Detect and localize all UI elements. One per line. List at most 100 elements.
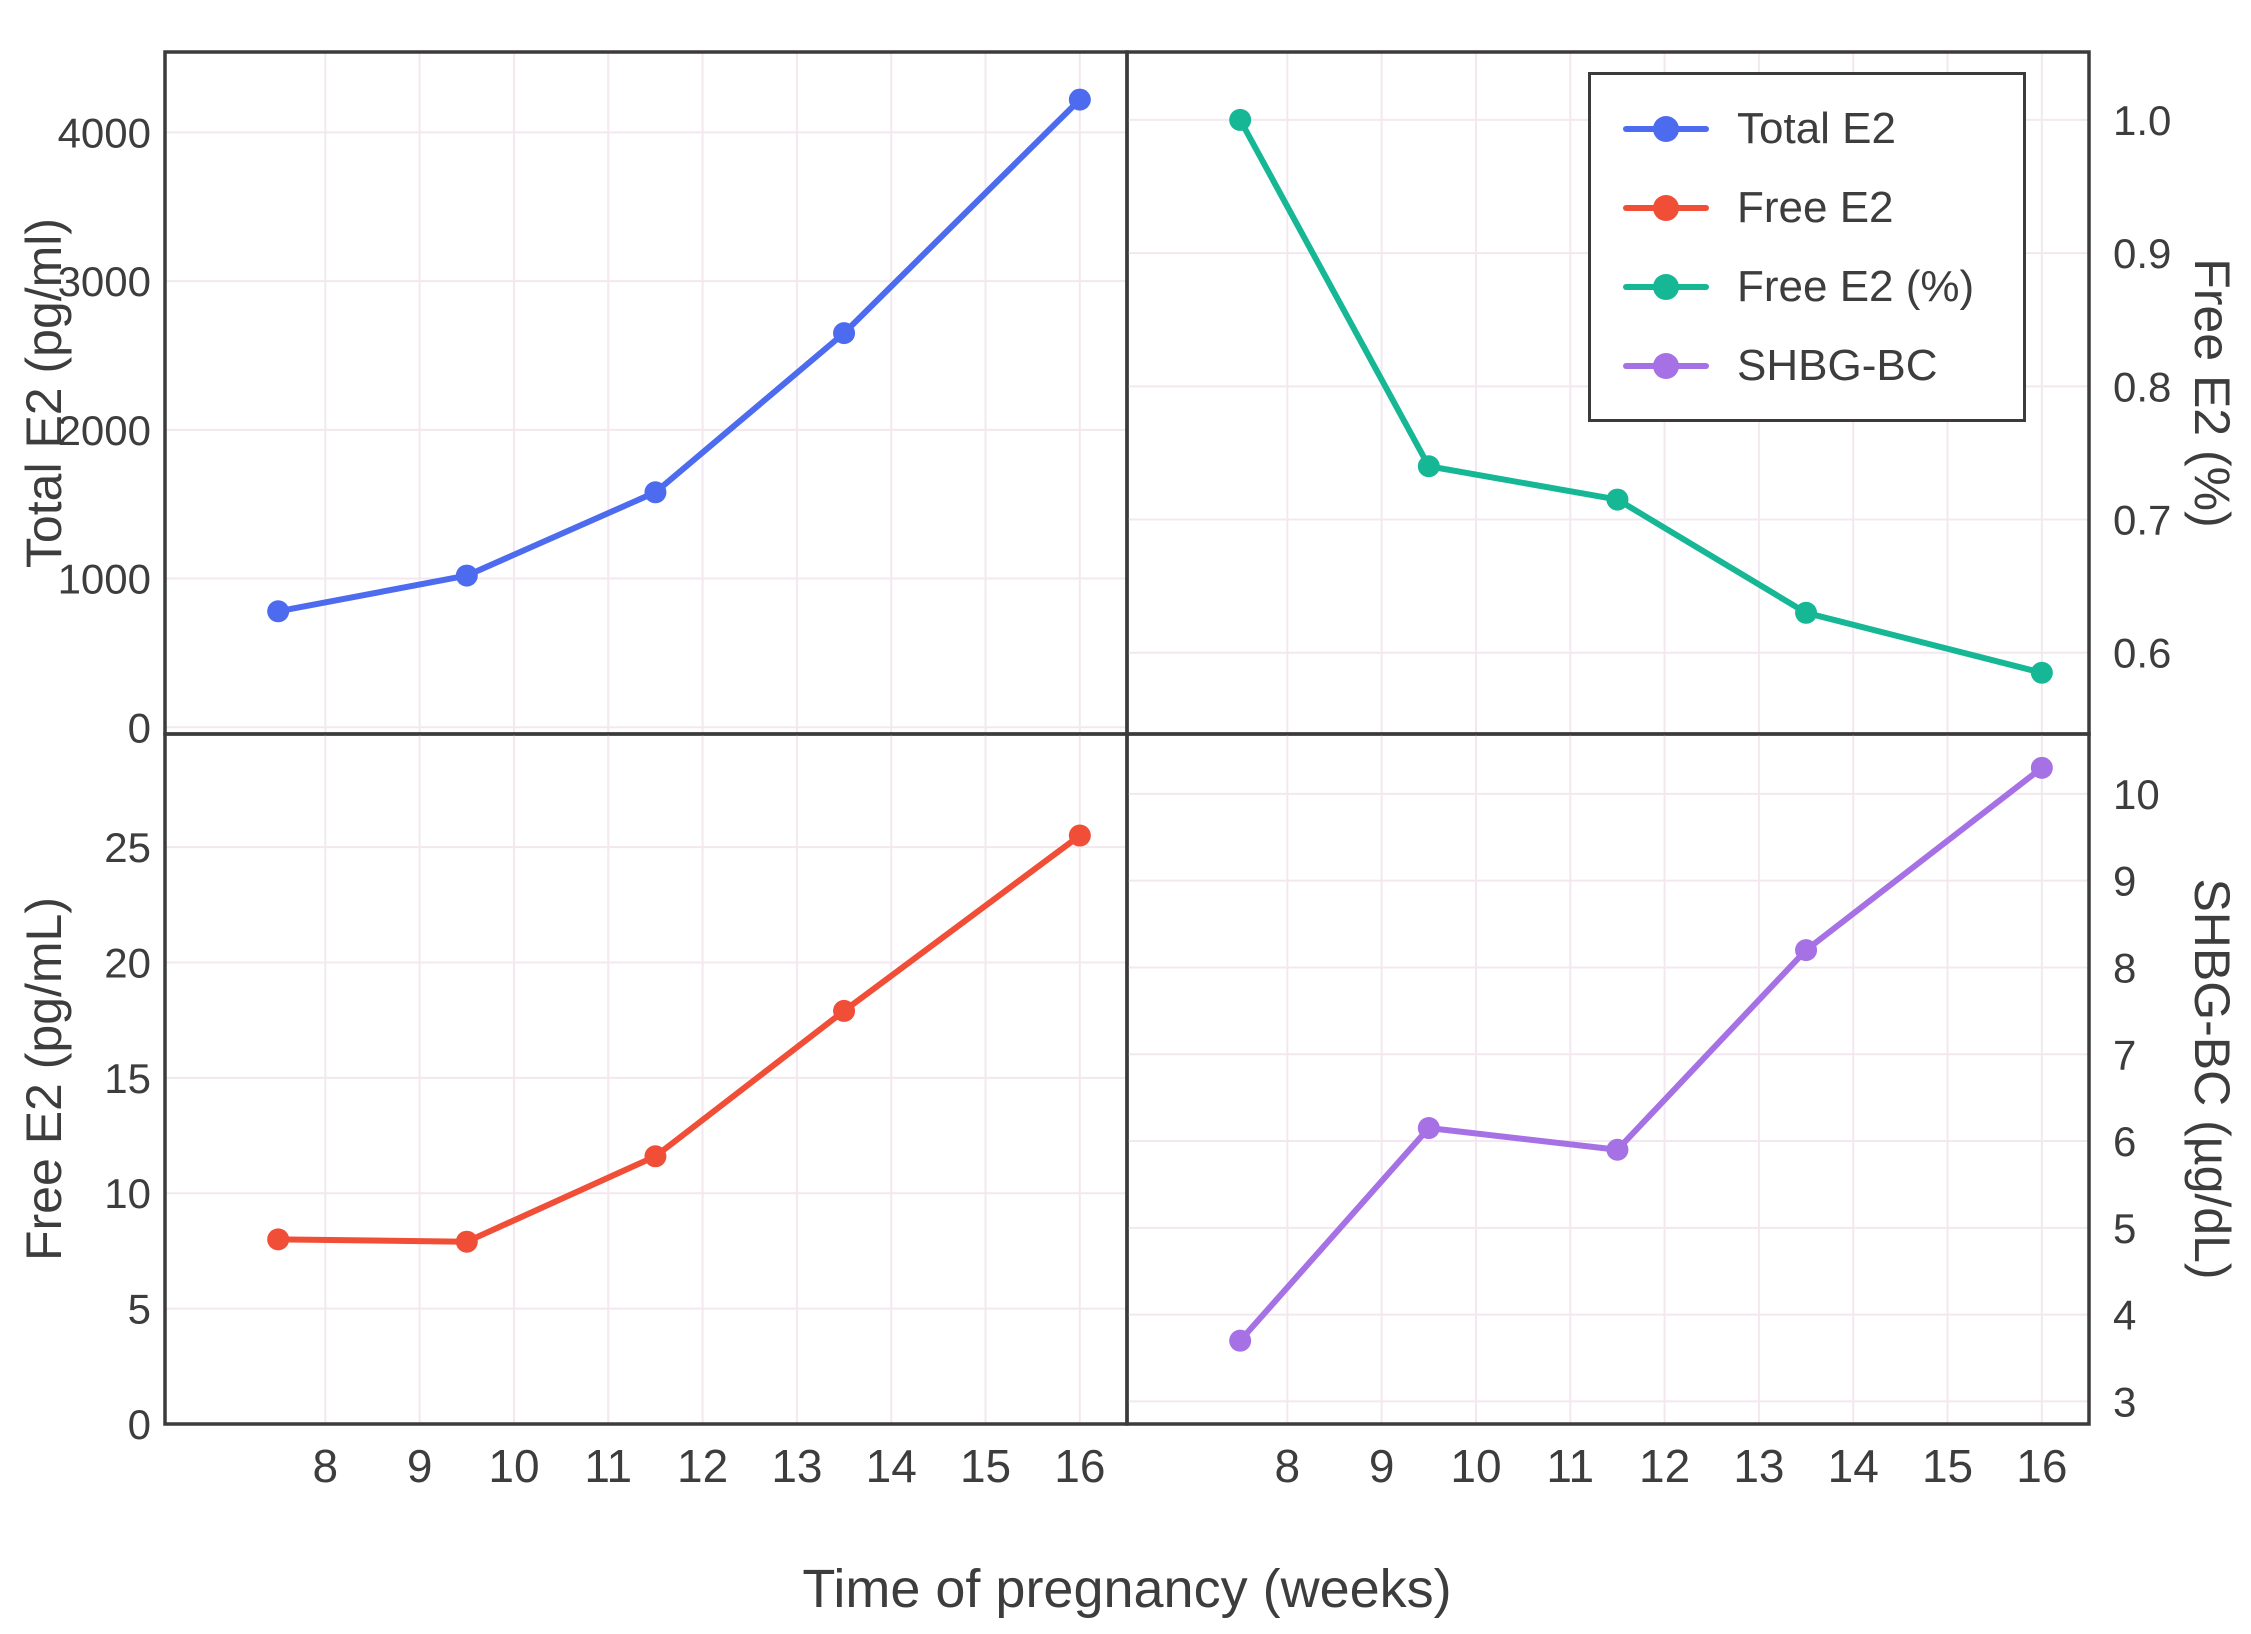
y-tick-label: 5 — [128, 1286, 151, 1333]
data-point-marker — [2030, 756, 2053, 779]
data-point-marker — [1068, 824, 1091, 847]
x-tick-label: 11 — [584, 1440, 632, 1492]
series-markers-total-e2 — [267, 88, 1091, 623]
y-axis-title-free-e2: Free E2 (pg/mL) — [16, 896, 72, 1262]
x-tick-label: 10 — [1450, 1440, 1501, 1492]
panel-border — [163, 50, 1129, 736]
x-tick-label: 16 — [1054, 1440, 1105, 1492]
y-tick-label: 3 — [2113, 1378, 2136, 1425]
data-point-marker — [833, 322, 856, 345]
line-dot-marker-icon — [1623, 273, 1709, 301]
y-axis-title-free-e2-pct: Free E2 (%) — [2184, 258, 2240, 528]
data-point-marker — [1417, 1117, 1440, 1140]
x-tick-label: 15 — [960, 1440, 1011, 1492]
data-point-marker — [1229, 1329, 1252, 1352]
data-point-marker — [1606, 488, 1629, 511]
series-markers-free-e2-pct — [1229, 108, 2053, 684]
x-tick-label: 13 — [1733, 1440, 1784, 1492]
panel-border — [1125, 732, 2091, 1426]
x-tick-label: 13 — [771, 1440, 822, 1492]
y-tick-labels-shbg-bc: 3 4 5 6 7 8 9 10 — [2113, 771, 2160, 1426]
series-line-total-e2 — [275, 96, 1083, 615]
gridlines — [165, 52, 1127, 734]
data-point-marker — [644, 481, 667, 504]
series-markers-shbg-bc — [1229, 756, 2053, 1352]
y-tick-label: 8 — [2113, 944, 2136, 991]
legend-item-total-e2: Total E2 — [1623, 104, 1991, 154]
legend: Total E2 Free E2 Free E2 (%) SHBG-BC — [1588, 72, 2026, 422]
y-tick-label: 20 — [104, 939, 151, 986]
y-tick-label: 0.7 — [2113, 497, 2171, 544]
line-dot-marker-icon — [1623, 194, 1709, 222]
line-dot-marker-icon — [1623, 352, 1709, 380]
x-tick-label: 11 — [1546, 1440, 1594, 1492]
y-tick-label: 3000 — [58, 258, 151, 305]
x-tick-label: 8 — [1275, 1440, 1301, 1492]
y-tick-labels-total-e2: 0 1000 2000 3000 4000 — [58, 109, 151, 751]
y-tick-label: 7 — [2113, 1031, 2136, 1078]
data-point-marker — [1795, 601, 1818, 624]
y-tick-label: 9 — [2113, 858, 2136, 905]
y-tick-label: 6 — [2113, 1118, 2136, 1165]
x-tick-label: 12 — [677, 1440, 728, 1492]
series-line-free-e2 — [275, 832, 1083, 1245]
x-tick-label: 9 — [407, 1440, 433, 1492]
data-point-marker — [1606, 1138, 1629, 1161]
data-point-marker — [1795, 939, 1818, 962]
y-axis-title-total-e2: Total E2 (pg/ml) — [16, 217, 72, 569]
x-tick-label: 15 — [1922, 1440, 1973, 1492]
data-point-marker — [1229, 108, 1252, 131]
y-tick-label: 10 — [104, 1170, 151, 1217]
data-point-marker — [267, 1228, 290, 1251]
x-tick-label: 16 — [2016, 1440, 2067, 1492]
panel-border — [163, 732, 1129, 1426]
gridlines — [165, 734, 1127, 1425]
y-tick-label: 0 — [128, 1401, 151, 1448]
x-axis-title: Time of pregnancy (weeks) — [802, 1559, 1452, 1619]
x-tick-labels: 8 9 10 11 12 13 14 15 16 8 9 10 11 12 13 14 15 16 — [313, 1440, 2068, 1492]
legend-label: Free E2 (%) — [1737, 261, 1975, 311]
x-tick-label: 10 — [488, 1440, 539, 1492]
y-tick-labels-free-e2: 0 5 10 15 20 25 — [104, 824, 151, 1448]
y-tick-label: 15 — [104, 1055, 151, 1102]
panel-shbg-bc: 3 4 5 6 7 8 9 10 — [1125, 732, 2160, 1426]
gridlines — [1127, 734, 2089, 1424]
y-tick-label: 2000 — [58, 407, 151, 454]
y-tick-label: 1000 — [58, 556, 151, 603]
data-point-marker — [833, 999, 856, 1022]
data-point-marker — [267, 600, 290, 623]
panel-total-e2: 0 1000 2000 3000 4000 — [58, 50, 1129, 751]
legend-item-shbg-bc: SHBG-BC — [1623, 341, 1991, 391]
y-tick-label: 0.6 — [2113, 630, 2171, 677]
y-tick-label: 0.8 — [2113, 363, 2171, 410]
y-tick-label: 5 — [2113, 1205, 2136, 1252]
y-tick-label: 0.9 — [2113, 230, 2171, 277]
legend-label: Free E2 — [1737, 182, 1894, 232]
y-tick-label: 0 — [128, 704, 151, 751]
data-point-marker — [644, 1145, 667, 1168]
y-tick-label: 10 — [2113, 771, 2160, 818]
y-tick-label: 1.0 — [2113, 97, 2171, 144]
x-tick-label: 8 — [313, 1440, 339, 1492]
panel-free-e2: 0 5 10 15 20 25 — [104, 732, 1129, 1448]
y-axis-title-shbg-bc: SHBG-BC (µg/dL) — [2184, 878, 2240, 1280]
y-tick-labels-free-e2-pct: 0.6 0.7 0.8 0.9 1.0 — [2113, 97, 2171, 677]
x-tick-label: 14 — [866, 1440, 917, 1492]
data-point-marker — [455, 1230, 478, 1253]
data-point-marker — [1068, 88, 1091, 111]
legend-label: Total E2 — [1737, 103, 1896, 153]
legend-item-free-e2: Free E2 — [1623, 183, 1991, 233]
data-point-marker — [455, 564, 478, 587]
series-markers-free-e2 — [267, 824, 1091, 1253]
data-point-marker — [1417, 455, 1440, 478]
x-tick-label: 14 — [1828, 1440, 1879, 1492]
data-point-marker — [2030, 661, 2053, 684]
y-tick-label: 4 — [2113, 1292, 2136, 1339]
legend-item-free-e2-pct: Free E2 (%) — [1623, 262, 1991, 312]
legend-label: SHBG-BC — [1737, 340, 1938, 390]
x-tick-label: 12 — [1639, 1440, 1690, 1492]
x-tick-label: 9 — [1369, 1440, 1395, 1492]
y-tick-label: 25 — [104, 824, 151, 871]
